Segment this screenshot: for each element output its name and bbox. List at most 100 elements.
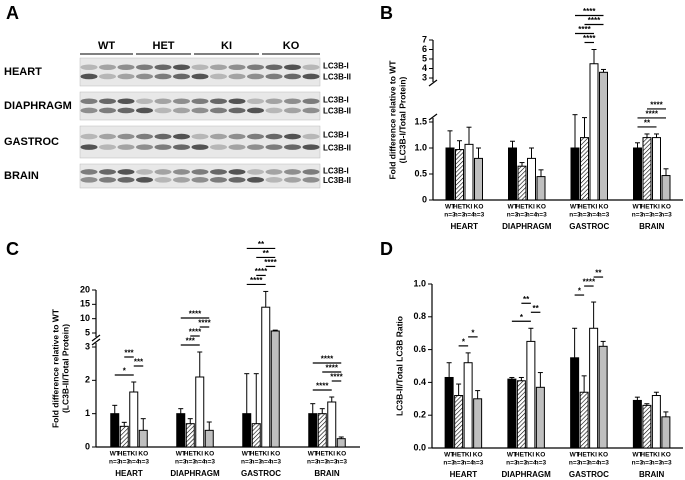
y-tick-label: 1.5 [414,116,427,126]
blot-band [173,133,190,140]
bar [119,425,129,448]
blot-band [117,169,135,175]
genotype-label: WT [570,204,580,211]
x-category-label: HEART [450,222,478,231]
blot-band [191,73,209,80]
y-tick-label: 1.0 [414,142,427,152]
n-label: n=3 [598,212,610,219]
bar [474,157,483,201]
y-tick-label: 3 [422,72,427,82]
genotype-label: KI [197,451,204,458]
bar [195,376,205,448]
blot-band [228,98,246,105]
blot-band [80,98,98,105]
n-label: n=3 [535,212,547,219]
blot-band [265,64,283,71]
blot-band [228,133,246,140]
bar [270,330,280,448]
blot-band [228,169,246,175]
blot-band [265,177,283,183]
blot-band [80,64,98,71]
genotype-label: KO [661,452,671,459]
genotype-label: KO [599,204,609,211]
bar [445,147,455,201]
blot-band [210,64,227,71]
blot-band [80,133,98,140]
blot-band [99,98,116,105]
blot-band [99,73,116,80]
blot-group-label: HET [153,40,175,52]
genotype-label: KO [536,452,546,459]
genotype-label: KI [131,451,138,458]
genotype-label: KO [270,451,280,458]
genotype-label: KO [204,451,214,458]
significance-label: **** [326,364,339,373]
n-label: n=4 [128,459,140,466]
genotype-label: HET [184,451,197,458]
blot-band [284,73,301,80]
n-label: n=3 [651,212,663,219]
blot-strip [79,91,321,121]
band-label: LC3B-I [323,62,349,71]
n-label: n=3 [453,460,465,467]
n-label: n=3 [336,459,348,466]
genotype-label: KI [528,204,535,211]
blot-band [284,133,301,140]
blot-band [191,144,209,150]
band-label: LC3B-II [323,176,351,185]
blot-band [228,144,246,150]
blot-band [80,73,98,80]
genotype-label: WT [507,452,517,459]
bar [642,137,652,201]
n-label: n=3 [251,459,263,466]
blot-band [284,98,301,105]
n-label: n=4 [260,459,272,466]
x-category-label: DIAPHRAGM [501,470,551,479]
significance-label: * [520,313,524,322]
n-label: n=3 [516,460,528,467]
n-label: n=4 [525,460,537,467]
significance-label: **** [330,373,343,382]
blot-band [154,144,172,150]
bar [579,391,589,449]
n-label: n=3 [632,212,644,219]
blot-band [173,144,190,150]
blot-band [228,177,246,183]
blot-band [173,177,190,183]
n-label: n=3 [632,460,644,467]
significance-label: **** [583,34,596,43]
significance-label: * [471,328,475,337]
n-label: n=4 [463,212,475,219]
blot-band [154,73,172,80]
y-axis-label: (LC3B-I/Total Protein) [397,76,407,163]
significance-label: * [123,367,127,376]
y-tick-label: 0.6 [413,344,426,354]
blot-band [210,144,227,150]
blot-band [284,169,301,175]
blot-band [210,98,227,105]
y-tick-label: 0.2 [413,410,426,420]
genotype-label: KO [661,204,671,211]
genotype-label: KI [329,451,336,458]
bar [261,306,271,448]
blot-band [99,169,116,175]
n-label: n=4 [588,460,600,467]
n-label: n=4 [462,460,474,467]
bar [599,71,608,201]
blot-group-label: KI [221,40,232,52]
bar [110,413,120,448]
y-tick-label: 1.0 [413,278,426,288]
axis-break [428,113,438,121]
y-tick-label: 5 [85,327,90,337]
n-label: n=3 [270,459,282,466]
n-label: n=3 [660,212,672,219]
genotype-label: HET [516,204,529,211]
bar [507,378,517,449]
blot-strip [79,125,321,159]
n-label: n=3 [569,212,581,219]
blot-band [173,73,190,80]
y-axis-label: Fold difference relative to WT [50,308,60,428]
blot-band [228,73,246,80]
blot-band [302,98,320,105]
significance-label: ** [523,295,530,304]
